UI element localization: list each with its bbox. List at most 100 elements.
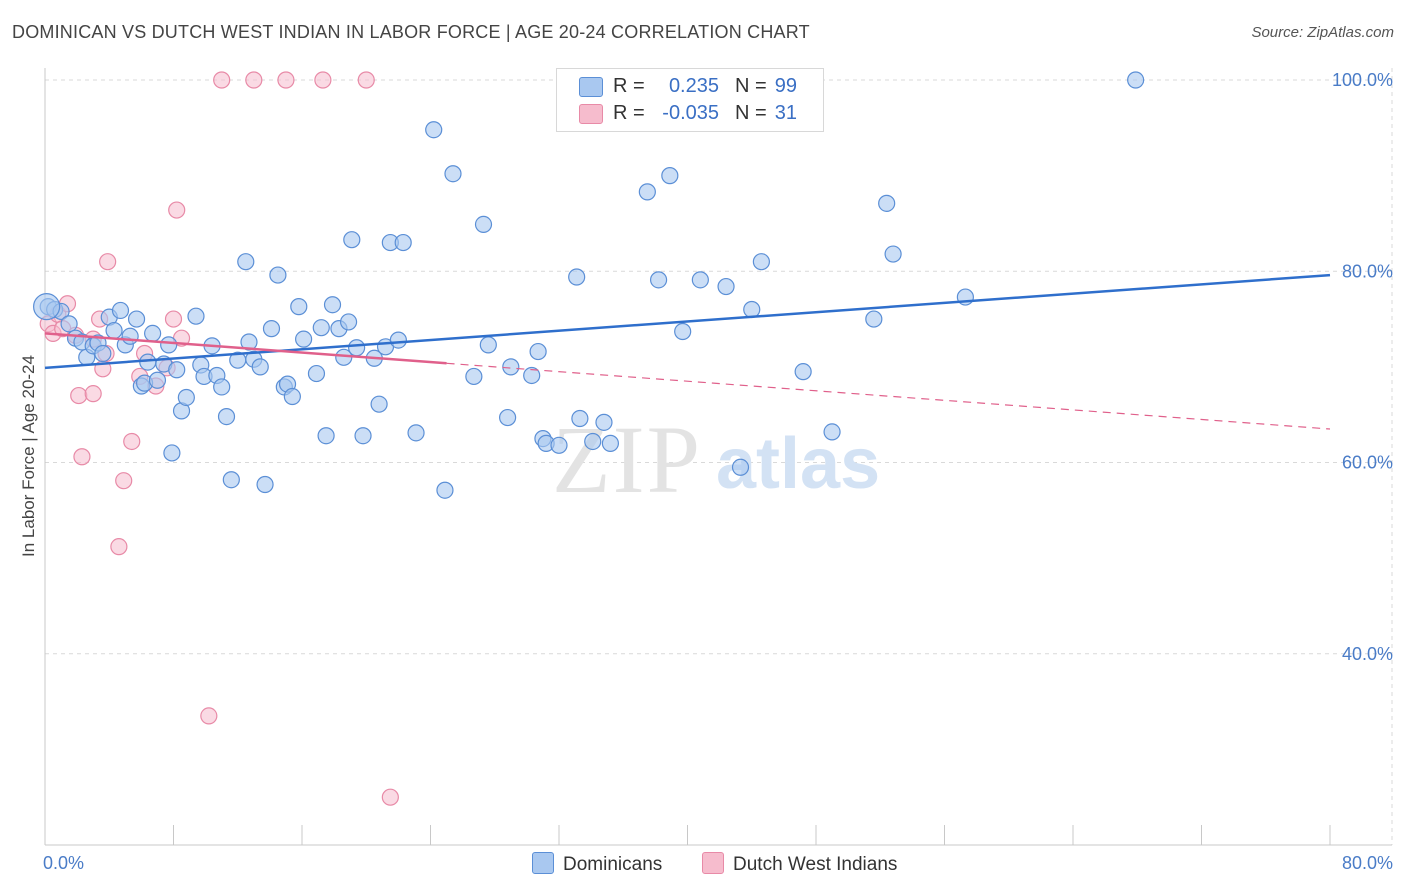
source-label: Source: ZipAtlas.com [1251, 24, 1394, 41]
point-dominicans [213, 378, 231, 396]
legend-item-dutch-west-indians: Dutch West Indians [702, 852, 897, 876]
point-dominicans [240, 333, 258, 351]
point-dutch-west-indians [168, 201, 186, 219]
point-dominicans [601, 434, 620, 452]
point-dominicans [148, 371, 167, 389]
legend-row-dutch-west-indians: R = -0.035 N = 31 [557, 100, 823, 128]
point-dominicans [743, 300, 761, 319]
point-dominicans [168, 361, 186, 379]
point-dutch-west-indians [115, 472, 133, 490]
point-dominicans [638, 183, 656, 201]
trend-line-dutch-west-indians-dashed [446, 362, 1331, 430]
point-dominicans [731, 458, 750, 476]
y-axis-label: In Labor Force | Age 20-24 [19, 355, 38, 557]
point-dominicans [256, 475, 274, 494]
point-dominicans [217, 408, 236, 426]
legend-item-dominicans: Dominicans [532, 852, 662, 876]
point-dominicans [348, 339, 366, 357]
point-dominicans [436, 481, 454, 499]
point-dominicans [878, 194, 896, 212]
series-dutch-west-indians [39, 71, 399, 806]
y-tick-label: 80.0% [1342, 261, 1393, 281]
x-tick-label-max: 80.0% [1342, 853, 1393, 873]
point-dutch-west-indians [245, 71, 263, 89]
point-dominicans [865, 310, 883, 328]
point-dutch-west-indians [357, 71, 375, 89]
point-dominicans [269, 266, 287, 284]
point-dominicans [283, 387, 301, 406]
point-dominicans [425, 121, 443, 139]
point-dominicans [1127, 71, 1145, 89]
point-dominicans [237, 253, 255, 271]
point-dominicans [407, 424, 425, 442]
point-dominicans [550, 436, 568, 454]
legend-swatch-pink [579, 104, 603, 124]
legend-swatch-blue [579, 77, 603, 97]
legend-swatch-pink [702, 852, 724, 874]
point-dutch-west-indians [314, 71, 332, 89]
point-dominicans [571, 409, 589, 428]
legend-swatch-blue [532, 852, 554, 874]
trend-lines [44, 273, 1331, 430]
point-dutch-west-indians [70, 386, 88, 405]
trend-line-dutch-west-indians [44, 332, 447, 365]
point-dominicans [127, 310, 146, 328]
point-dominicans [323, 296, 342, 314]
point-dominicans [595, 413, 613, 431]
point-dominicans [343, 231, 361, 249]
point-dominicans [568, 268, 586, 286]
tick-labels: 40.0% 60.0% 80.0% 100.0% 0.0% 80.0% [43, 70, 1393, 873]
legend-row-dominicans: R = 0.235 N = 99 [557, 73, 823, 101]
point-dominicans [312, 319, 330, 337]
legend-n-value: 31 [774, 102, 797, 124]
point-dominicans [111, 301, 130, 320]
point-dominicans [144, 324, 162, 343]
point-dominicans [94, 344, 112, 363]
series-dominicans [33, 71, 1145, 499]
point-dominicans [474, 215, 493, 233]
point-dutch-west-indians [200, 707, 218, 725]
legend-n-value: 99 [774, 75, 797, 97]
point-dominicans-cluster [33, 293, 61, 321]
point-dominicans [523, 366, 541, 385]
point-dominicans [465, 367, 483, 386]
point-dominicans [187, 307, 205, 325]
point-dominicans [479, 336, 497, 354]
trend-line-dominicans [44, 273, 1331, 370]
point-dominicans [529, 342, 547, 361]
axes [44, 68, 1392, 846]
point-dominicans [295, 330, 313, 348]
point-dominicans [394, 233, 412, 252]
point-dominicans [290, 298, 308, 316]
point-dominicans [823, 423, 841, 441]
point-dominicans [584, 432, 602, 451]
y-tick-label: 100.0% [1332, 70, 1393, 90]
legend-r-label: R = [613, 75, 645, 97]
point-dutch-west-indians [381, 788, 399, 806]
point-dominicans [674, 322, 692, 341]
legend-n-label: N = [735, 102, 767, 124]
point-dominicans [317, 427, 335, 445]
legend-r-label: R = [613, 102, 645, 124]
point-dominicans [354, 427, 372, 445]
point-dominicans [160, 336, 178, 354]
point-dominicans [661, 167, 679, 185]
point-dominicans [794, 363, 812, 381]
point-dutch-west-indians [123, 432, 141, 451]
point-dominicans [649, 271, 668, 289]
point-dominicans [389, 331, 407, 349]
point-dominicans [752, 253, 770, 271]
point-dominicans [717, 277, 735, 296]
correlation-legend: R = 0.235 N = 99 R = -0.035 N = 31 [556, 68, 824, 132]
point-dominicans [177, 388, 195, 407]
legend-n-label: N = [735, 75, 767, 97]
point-dominicans [502, 358, 520, 376]
legend-r-value: 0.235 [668, 75, 719, 97]
point-dominicans [499, 408, 517, 427]
point-dutch-west-indians [164, 310, 183, 328]
x-tick-label-min: 0.0% [43, 853, 84, 873]
point-dominicans [163, 444, 181, 462]
point-dominicans [444, 165, 462, 183]
point-dutch-west-indians [84, 385, 102, 403]
point-dutch-west-indians [99, 253, 117, 271]
